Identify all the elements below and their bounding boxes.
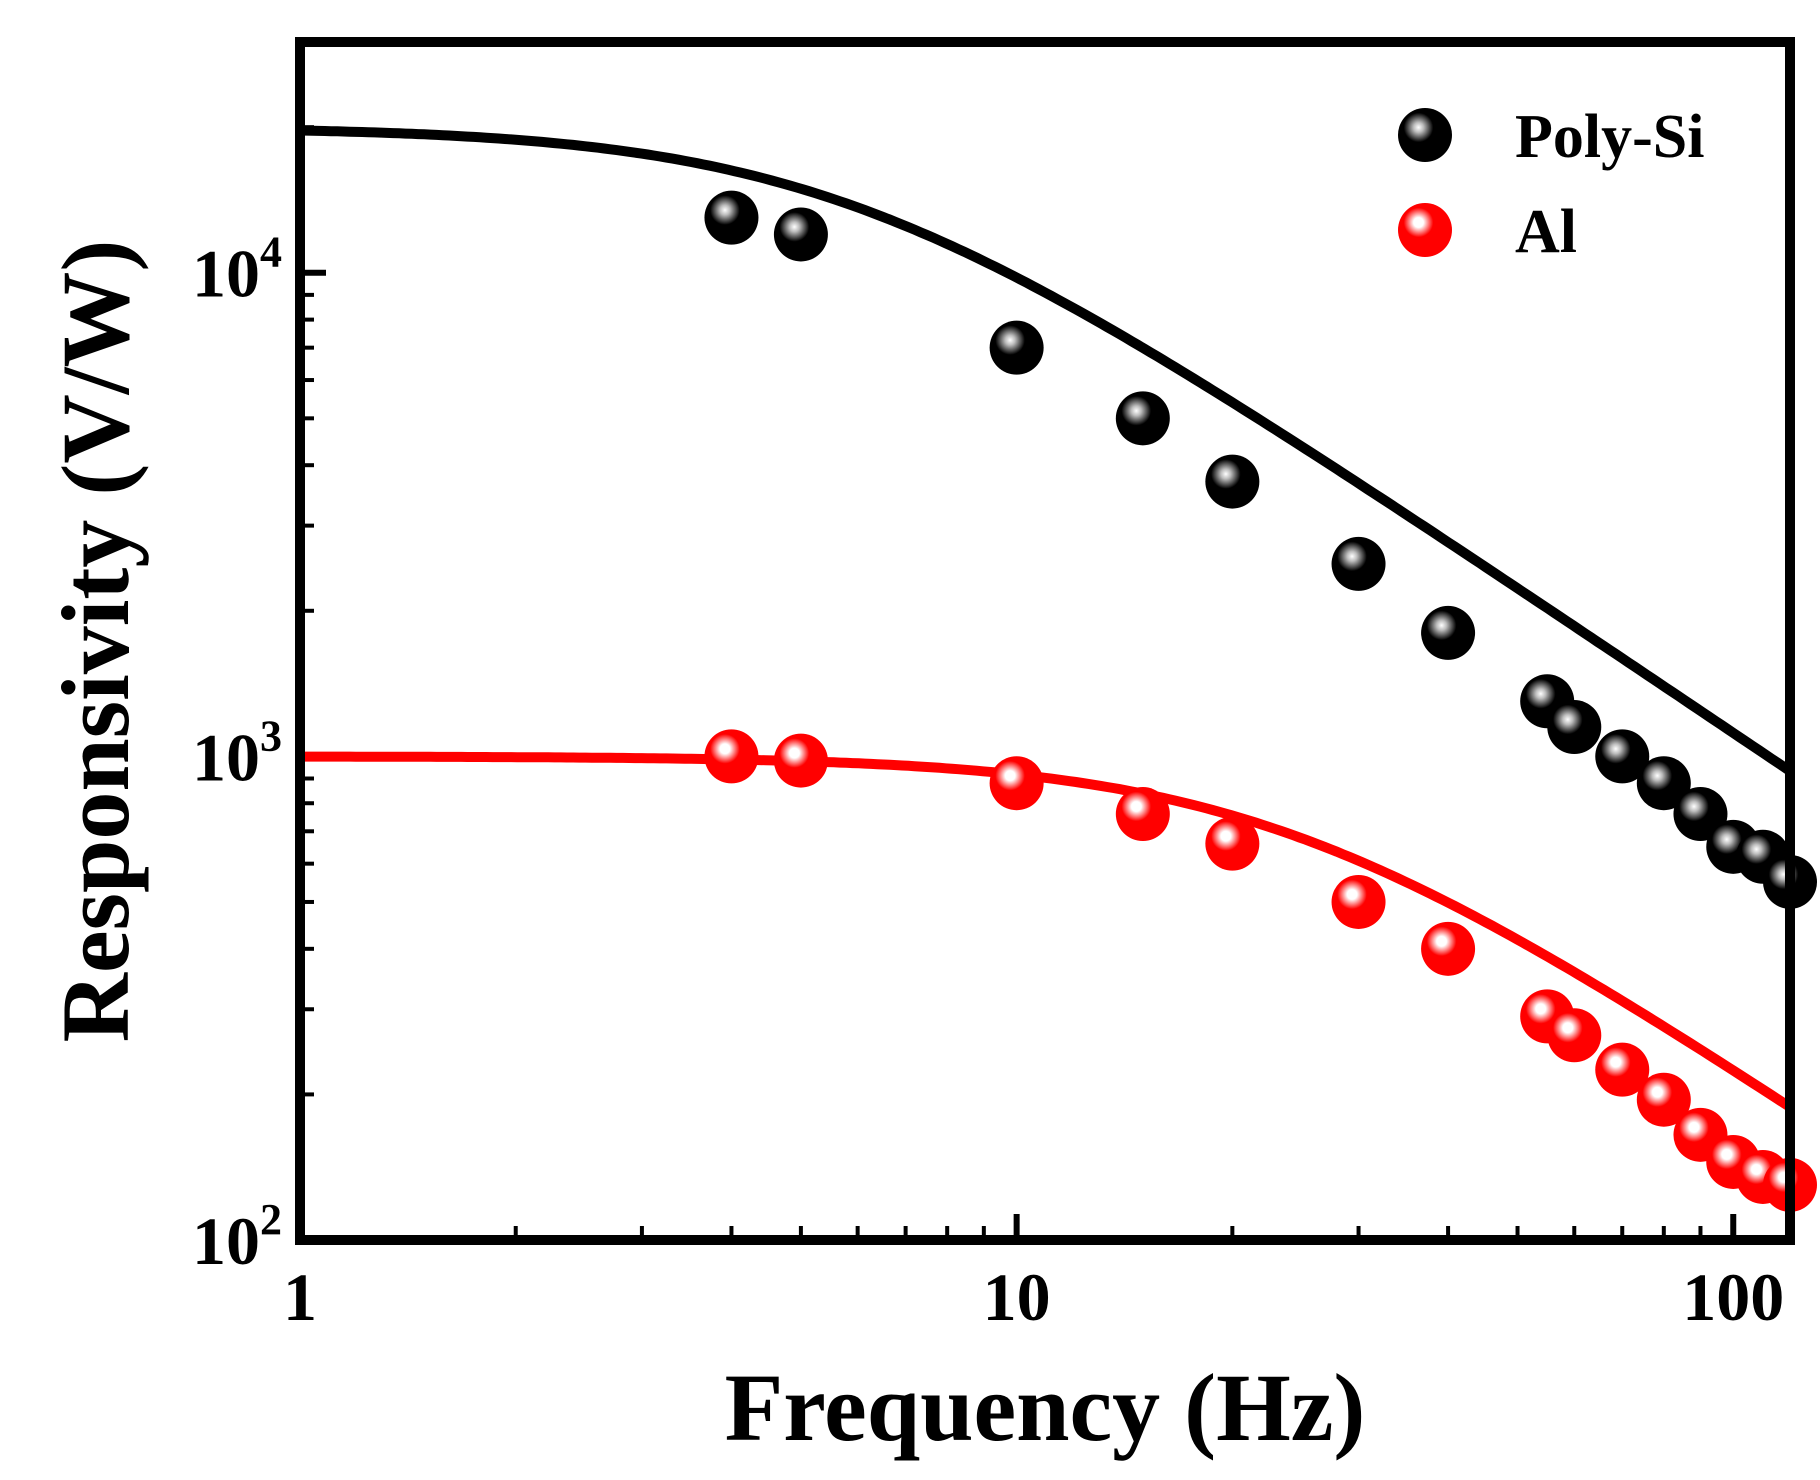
plot-frame <box>295 37 1795 1245</box>
legend: Poly-Si Al <box>1398 103 1704 266</box>
y-tick-exponent: 2 <box>260 1195 282 1244</box>
legend-label-poly-si: Poly-Si <box>1515 103 1704 171</box>
data-point-al <box>1636 1072 1691 1127</box>
data-point-poly-si <box>1673 787 1728 842</box>
data-point-poly-si <box>1547 700 1602 755</box>
y-tick-base: 10 <box>192 1203 260 1279</box>
fit-curve-al <box>295 751 1795 1113</box>
data-point-poly-si <box>1595 729 1650 784</box>
y-tick-exponent: 3 <box>260 711 282 760</box>
x-axis-label: Frequency (Hz) <box>725 1354 1366 1461</box>
data-point-poly-si <box>1205 454 1260 509</box>
data-point-al <box>989 756 1044 811</box>
data-point-poly-si <box>1331 536 1386 591</box>
data-point-poly-si <box>1421 605 1476 660</box>
data-points <box>704 190 1817 1212</box>
fit-curves <box>295 125 1795 1113</box>
legend-item-poly-si: Poly-Si <box>1398 103 1704 171</box>
data-point-al <box>1595 1042 1650 1097</box>
y-tick-exponent: 4 <box>260 228 282 277</box>
y-tick-label: 104 <box>192 228 282 312</box>
legend-marker-al <box>1398 203 1452 257</box>
x-tick-label: 1 <box>283 1259 317 1335</box>
data-point-al <box>1205 816 1260 871</box>
data-point-al <box>1421 921 1476 976</box>
legend-label-al: Al <box>1515 198 1577 266</box>
y-tick-base: 10 <box>192 236 260 312</box>
data-point-poly-si <box>989 320 1044 375</box>
data-point-al <box>1547 1008 1602 1063</box>
data-point-al <box>1331 874 1386 929</box>
y-tick-base: 10 <box>192 719 260 795</box>
data-point-poly-si <box>704 190 759 245</box>
data-point-poly-si <box>1636 756 1691 811</box>
y-tick-label: 102 <box>192 1195 282 1279</box>
y-axis-label: Responsivity (V/W) <box>42 240 149 1043</box>
data-point-poly-si <box>773 207 828 262</box>
legend-marker-poly-si <box>1398 108 1452 162</box>
legend-item-al: Al <box>1398 198 1577 266</box>
data-point-poly-si <box>1115 391 1170 446</box>
fit-curve-poly-si <box>295 125 1795 777</box>
y-tick-label: 103 <box>192 711 282 795</box>
data-point-al <box>773 733 828 788</box>
data-point-al <box>704 729 759 784</box>
x-tick-label: 100 <box>1682 1259 1784 1335</box>
data-point-al <box>1115 787 1170 842</box>
x-tick-label: 10 <box>983 1259 1051 1335</box>
